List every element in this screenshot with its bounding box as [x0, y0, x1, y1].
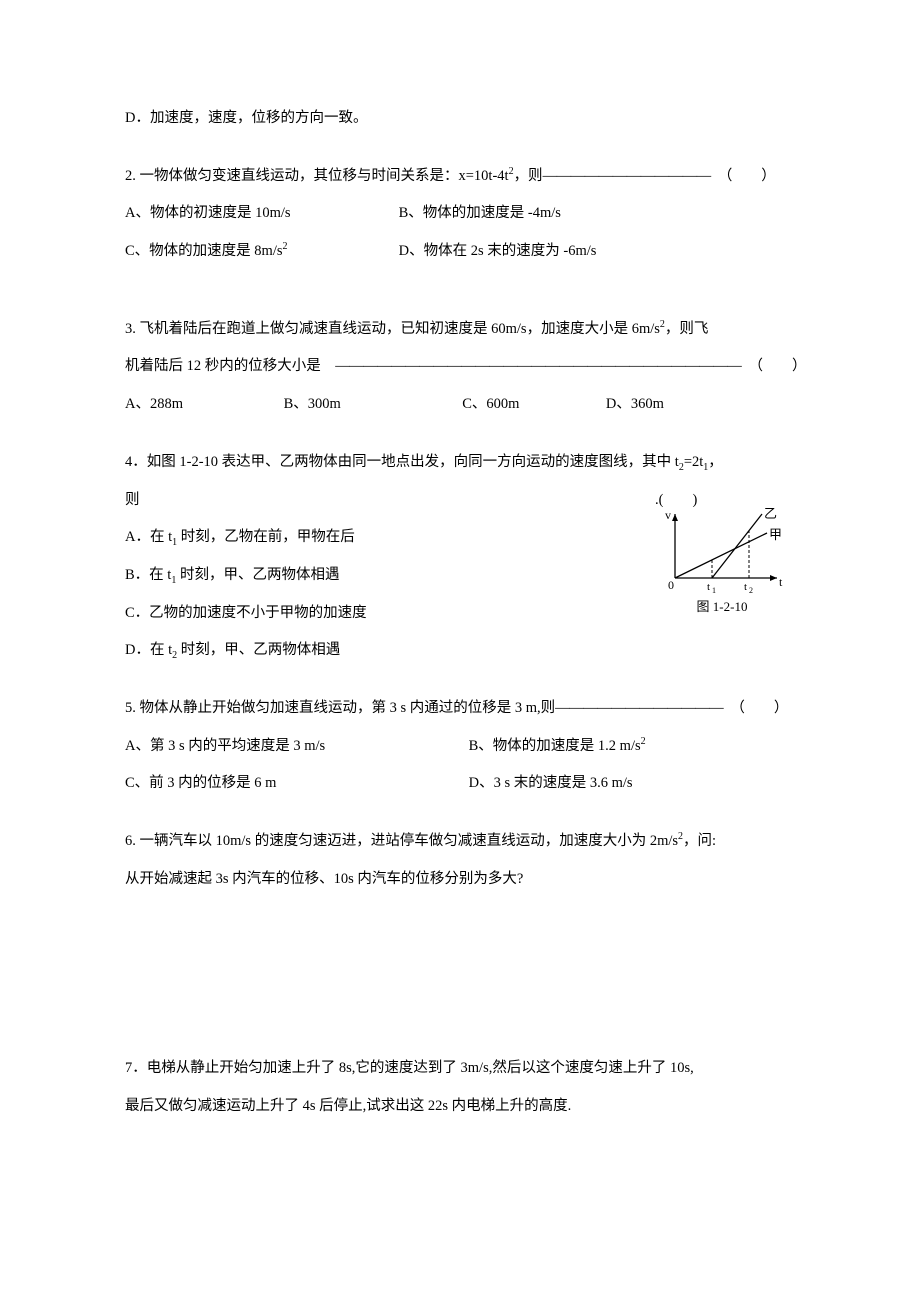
q2-opt-d: D、物体在 2s 末的速度为 -6m/s — [399, 233, 597, 271]
q1-option-d: D．加速度，速度，位移的方向一致。 — [125, 100, 802, 138]
q2-opts-ab: A、物体的初速度是 10m/s B、物体的加速度是 -4m/s — [125, 195, 802, 233]
q4-stem-l1: 4．如图 1-2-10 表达甲、乙两物体由同一地点出发，向同一方向运动的速度图线… — [125, 444, 802, 482]
svg-text:1: 1 — [712, 586, 716, 595]
q6-stem-l1-pre: 6. 一辆汽车以 10m/s 的速度匀速迈进，进站停车做匀减速直线运动，加速度大… — [125, 833, 678, 849]
q7-stem-l1: 7．电梯从静止开始匀加速上升了 8s,它的速度达到了 3m/s,然后以这个速度匀… — [125, 1050, 802, 1088]
svg-text:甲: 甲 — [769, 527, 782, 542]
q4-opt-b-pre: B．在 t — [125, 567, 171, 583]
q3-dash: ————————————————————————————— — [335, 358, 741, 374]
q5-opt-d: D、3 s 末的速度是 3.6 m/s — [469, 765, 633, 803]
q4-stem-l1-c: ， — [708, 454, 723, 470]
q4: 4．如图 1-2-10 表达甲、乙两物体由同一地点出发，向同一方向运动的速度图线… — [125, 444, 802, 670]
q5-paren: （ ） — [738, 700, 789, 716]
q2-opt-a: A、物体的初速度是 10m/s — [125, 195, 395, 233]
q6-stem-l1: 6. 一辆汽车以 10m/s 的速度匀速迈进，进站停车做匀减速直线运动，加速度大… — [125, 823, 802, 861]
q5-opts-cd: C、前 3 内的位移是 6 m D、3 s 末的速度是 3.6 m/s — [125, 765, 802, 803]
q2-opt-c-pre: C、物体的加速度是 8m/s — [125, 243, 283, 259]
q2-paren: （ ） — [725, 168, 776, 184]
q3: 3. 飞机着陆后在跑道上做匀减速直线运动，已知初速度是 60m/s，加速度大小是… — [125, 311, 802, 424]
q4-opt-d-post: 时刻，甲、乙两物体相遇 — [177, 642, 340, 658]
q2-opt-c-exp: 2 — [283, 241, 288, 252]
q5-opt-b: B、物体的加速度是 1.2 m/s2 — [469, 728, 646, 766]
q3-opt-d: D、360m — [606, 386, 664, 424]
q4-stem-l1-a: 4．如图 1-2-10 表达甲、乙两物体由同一地点出发，向同一方向运动的速度图线… — [125, 454, 679, 470]
q7: 7．电梯从静止开始匀加速上升了 8s,它的速度达到了 3m/s,然后以这个速度匀… — [125, 1050, 802, 1125]
q4-opt-d-pre: D．在 t — [125, 642, 172, 658]
q2-dash: ———————————— — [543, 168, 711, 184]
q3-opt-b: B、300m — [284, 386, 459, 424]
q5-opt-b-exp: 2 — [641, 736, 646, 747]
q5-opt-c: C、前 3 内的位移是 6 m — [125, 765, 465, 803]
q5-opt-b-pre: B、物体的加速度是 1.2 m/s — [469, 738, 641, 754]
q4-opt-a-pre: A．在 t — [125, 529, 172, 545]
q5-stem-text: 5. 物体从静止开始做匀加速直线运动，第 3 s 内通过的位移是 3 m,则 — [125, 700, 555, 716]
q4-figure: v t 0 t 1 t 2 乙 甲 图 1-2-10 — [652, 506, 792, 616]
q3-stem-l1-pre: 3. 飞机着陆后在跑道上做匀减速直线运动，已知初速度是 60m/s，加速度大小是… — [125, 321, 660, 337]
q3-stem-l2-text: 机着陆后 12 秒内的位移大小是 — [125, 358, 321, 374]
q2-stem-post: ，则 — [514, 168, 543, 184]
svg-text:t: t — [779, 575, 783, 589]
q5-stem: 5. 物体从静止开始做匀加速直线运动，第 3 s 内通过的位移是 3 m,则——… — [125, 690, 802, 728]
q3-opt-a: A、288m — [125, 386, 280, 424]
q2-stem: 2. 一物体做匀变速直线运动，其位移与时间关系是：x=10t-4t2，则————… — [125, 158, 802, 196]
q3-paren: （ ） — [756, 358, 807, 374]
q5-dash: ———————————— — [555, 700, 723, 716]
q4-opt-b-post: 时刻，甲、乙两物体相遇 — [176, 567, 339, 583]
q2-opts-cd: C、物体的加速度是 8m/s2 D、物体在 2s 末的速度为 -6m/s — [125, 233, 802, 271]
q4-fig-label: 图 1-2-10 — [652, 598, 792, 616]
svg-text:t: t — [707, 581, 710, 593]
svg-text:t: t — [744, 581, 747, 593]
q5-opt-a: A、第 3 s 内的平均速度是 3 m/s — [125, 728, 465, 766]
q2-opt-b: B、物体的加速度是 -4m/s — [399, 195, 561, 233]
q2-opt-c: C、物体的加速度是 8m/s2 — [125, 233, 395, 271]
q5-opts-ab: A、第 3 s 内的平均速度是 3 m/s B、物体的加速度是 1.2 m/s2 — [125, 728, 802, 766]
q4-svg: v t 0 t 1 t 2 乙 甲 — [657, 506, 787, 596]
svg-text:乙: 乙 — [764, 506, 777, 521]
q2-stem-pre: 2. 一物体做匀变速直线运动，其位移与时间关系是：x=10t-4t — [125, 168, 509, 184]
q6-stem-l2: 从开始减速起 3s 内汽车的位移、10s 内汽车的位移分别为多大? — [125, 861, 802, 899]
q4-opt-d: D．在 t2 时刻，甲、乙两物体相遇 — [125, 632, 802, 670]
svg-text:v: v — [665, 508, 671, 522]
q3-stem-l1: 3. 飞机着陆后在跑道上做匀减速直线运动，已知初速度是 60m/s，加速度大小是… — [125, 311, 802, 349]
svg-text:0: 0 — [668, 578, 674, 592]
q3-stem-l2: 机着陆后 12 秒内的位移大小是 ———————————————————————… — [125, 348, 802, 386]
q3-stem-l1-post: ，则飞 — [665, 321, 709, 337]
q4-stem-l1-b: =2t — [684, 454, 703, 470]
q6-stem-l1-post: ，问: — [683, 833, 716, 849]
q2: 2. 一物体做匀变速直线运动，其位移与时间关系是：x=10t-4t 2 ，则————… — [125, 158, 802, 271]
q4-stem-l2-text: 则 — [125, 482, 655, 520]
q5: 5. 物体从静止开始做匀加速直线运动，第 3 s 内通过的位移是 3 m,则——… — [125, 690, 802, 803]
q6: 6. 一辆汽车以 10m/s 的速度匀速迈进，进站停车做匀减速直线运动，加速度大… — [125, 823, 802, 898]
q7-stem-l2: 最后又做匀减速运动上升了 4s 后停止,试求出这 22s 内电梯上升的高度. — [125, 1088, 802, 1126]
q1-opt-d-text: D．加速度，速度，位移的方向一致。 — [125, 100, 802, 138]
q4-opt-a-post: 时刻，乙物在前，甲物在后 — [177, 529, 355, 545]
q3-opt-c: C、600m — [462, 386, 602, 424]
q3-opts: A、288m B、300m C、600m D、360m — [125, 386, 802, 424]
svg-text:2: 2 — [749, 586, 753, 595]
